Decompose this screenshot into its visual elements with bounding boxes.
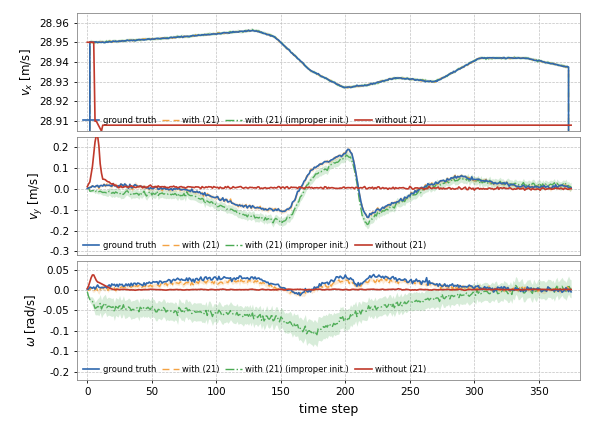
Y-axis label: $v_y$ [m/s]: $v_y$ [m/s] — [27, 173, 45, 220]
X-axis label: time step: time step — [299, 403, 358, 416]
Legend: ground truth, with (21), with (21) (improper init.), without (21): ground truth, with (21), with (21) (impr… — [81, 115, 428, 127]
Y-axis label: $v_x$ [m/s]: $v_x$ [m/s] — [19, 48, 36, 96]
Y-axis label: $\omega$ [rad/s]: $\omega$ [rad/s] — [24, 294, 38, 347]
Legend: ground truth, with (21), with (21) (improper init.), without (21): ground truth, with (21), with (21) (impr… — [81, 239, 428, 251]
Legend: ground truth, with (21), with (21) (improper init.), without (21): ground truth, with (21), with (21) (impr… — [81, 363, 428, 376]
